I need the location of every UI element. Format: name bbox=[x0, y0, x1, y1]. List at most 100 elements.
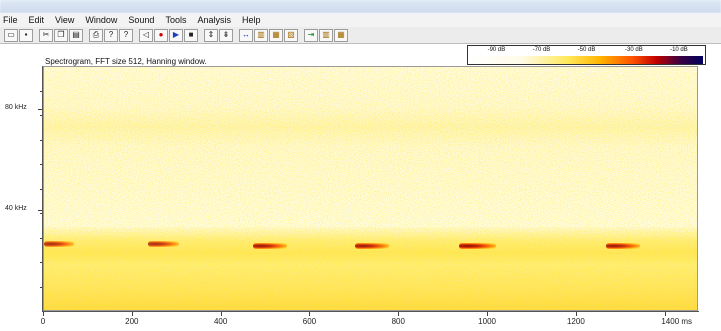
help-button[interactable]: ? bbox=[104, 28, 118, 42]
color-scale-bar bbox=[470, 56, 703, 64]
zoom-in-vertical-button[interactable]: ⇕ bbox=[204, 28, 218, 42]
window-title-bar bbox=[0, 0, 721, 13]
play-button[interactable]: ▶ bbox=[169, 28, 183, 42]
y-minor-tick bbox=[40, 286, 42, 288]
power-spectrum-icon: ▦ bbox=[272, 30, 280, 39]
stop-button[interactable]: ■ bbox=[184, 28, 198, 42]
y-minor-tick bbox=[40, 139, 42, 141]
open-folder-button[interactable]: ▭ bbox=[4, 28, 18, 42]
x-tick-label: 800 bbox=[391, 317, 405, 326]
call-mark bbox=[148, 240, 179, 247]
zoom-out-vertical-icon: ⇟ bbox=[222, 30, 230, 39]
y-tick bbox=[38, 108, 42, 110]
toolbar: ▭ ▪ ✂ ❐ ▤ ⎙?? ◁ ● ▶ ■ ⇕ ⇟ ↔ ▥ ▦ ▧ ⇥ ▥ ▦ bbox=[0, 27, 721, 44]
scale-label: -30 dB bbox=[625, 47, 643, 53]
y-minor-tick bbox=[40, 237, 42, 239]
db-color-scale: -90 dB -70 dB -50 dB -30 dB -10 dB bbox=[467, 45, 706, 65]
zoom-horizontal-button[interactable]: ↔ bbox=[239, 28, 253, 42]
spectrogram-view-button[interactable]: ▥ bbox=[254, 28, 268, 42]
paste-icon: ▤ bbox=[72, 30, 80, 39]
x-tick bbox=[664, 312, 666, 316]
x-tick-label: 1400 ms bbox=[661, 317, 693, 326]
menu-file[interactable]: File bbox=[3, 15, 18, 25]
menu-window[interactable]: Window bbox=[85, 15, 118, 25]
context-help-button[interactable]: ? bbox=[119, 28, 133, 42]
spectrogram-view-icon: ▥ bbox=[257, 30, 265, 39]
menu-help[interactable]: Help bbox=[241, 15, 261, 25]
x-tick bbox=[131, 312, 133, 316]
y-minor-tick bbox=[40, 262, 42, 263]
average-spectrum-icon: ▦ bbox=[337, 30, 345, 39]
help-icon: ? bbox=[108, 30, 114, 39]
call-mark bbox=[252, 243, 288, 250]
menu-view[interactable]: View bbox=[55, 15, 75, 25]
y-minor-tick bbox=[40, 90, 42, 92]
print-icon: ⎙ bbox=[92, 30, 100, 39]
y-tick-label: 40 kHz bbox=[5, 204, 27, 212]
record-icon: ● bbox=[158, 30, 164, 39]
scale-label: -50 dB bbox=[577, 47, 596, 53]
menu-analysis[interactable]: Analysis bbox=[197, 15, 231, 25]
x-tick bbox=[220, 312, 222, 316]
record-button[interactable]: ● bbox=[154, 28, 168, 42]
call-mark bbox=[605, 243, 641, 250]
y-tick bbox=[38, 209, 42, 211]
menu-bar: File Edit View Window Sound Tools Analys… bbox=[0, 13, 721, 27]
zoom-out-vertical-button[interactable]: ⇟ bbox=[219, 28, 233, 42]
spectrogram-title: Spectrogram, FFT size 512, Hanning windo… bbox=[45, 57, 207, 66]
y-minor-tick bbox=[40, 164, 42, 165]
menu-sound[interactable]: Sound bbox=[128, 15, 155, 25]
save-button[interactable]: ▪ bbox=[19, 28, 33, 42]
save-icon: ▪ bbox=[24, 30, 28, 39]
spectrogram-plot[interactable] bbox=[43, 66, 698, 311]
copy-icon: ❐ bbox=[57, 30, 65, 39]
rewind-icon: ◁ bbox=[142, 30, 150, 39]
scale-label: -10 dB bbox=[670, 47, 688, 53]
copy-button[interactable]: ❐ bbox=[54, 28, 68, 42]
x-axis-line bbox=[42, 311, 699, 312]
x-tick bbox=[487, 312, 489, 316]
y-minor-tick bbox=[40, 213, 42, 214]
average-spectrum-button[interactable]: ▦ bbox=[334, 28, 348, 42]
x-tick bbox=[309, 312, 311, 316]
stop-icon: ■ bbox=[188, 30, 194, 39]
call-mark bbox=[459, 243, 497, 250]
y-minor-tick bbox=[40, 188, 42, 190]
power-spectrum-button[interactable]: ▦ bbox=[269, 28, 283, 42]
x-tick-label: 0 bbox=[40, 317, 46, 326]
menu-edit[interactable]: Edit bbox=[28, 15, 45, 25]
y-tick-label: 80 kHz bbox=[5, 103, 27, 111]
y-axis-line bbox=[42, 66, 43, 312]
x-tick bbox=[43, 312, 44, 316]
play-icon: ▶ bbox=[172, 30, 180, 39]
x-tick-label: 400 bbox=[213, 317, 228, 326]
call-mark bbox=[44, 240, 75, 247]
y-minor-tick bbox=[40, 115, 42, 116]
paste-button[interactable]: ▤ bbox=[69, 28, 83, 42]
menu-tools[interactable]: Tools bbox=[165, 15, 187, 25]
next-section-icon: ⇥ bbox=[307, 30, 315, 39]
zoom-horizontal-icon: ↔ bbox=[242, 30, 250, 39]
x-tick bbox=[575, 312, 577, 316]
scale-label: -70 dB bbox=[532, 47, 551, 53]
x-tick-label: 600 bbox=[302, 317, 317, 326]
next-section-button[interactable]: ⇥ bbox=[304, 28, 318, 42]
x-tick-label: 1000 bbox=[478, 317, 496, 326]
x-tick-label: 200 bbox=[125, 317, 139, 326]
zoom-in-vertical-icon: ⇕ bbox=[207, 30, 215, 39]
waveform-view-button[interactable]: ▧ bbox=[284, 28, 298, 42]
scale-label: -90 dB bbox=[487, 47, 506, 53]
x-tick-label: 1200 bbox=[566, 317, 585, 326]
print-button[interactable]: ⎙ bbox=[89, 28, 103, 42]
call-mark bbox=[354, 243, 390, 250]
spectrum-compare-icon: ▥ bbox=[322, 30, 330, 39]
waveform-view-icon: ▧ bbox=[287, 30, 295, 39]
cut-button[interactable]: ✂ bbox=[39, 28, 53, 42]
context-help-icon: ? bbox=[123, 30, 129, 39]
noise-speckle bbox=[44, 67, 697, 310]
cut-icon: ✂ bbox=[42, 30, 50, 39]
open-folder-icon: ▭ bbox=[7, 30, 15, 39]
x-tick bbox=[398, 312, 400, 316]
rewind-button[interactable]: ◁ bbox=[139, 28, 153, 42]
spectrum-compare-button[interactable]: ▥ bbox=[319, 28, 333, 42]
